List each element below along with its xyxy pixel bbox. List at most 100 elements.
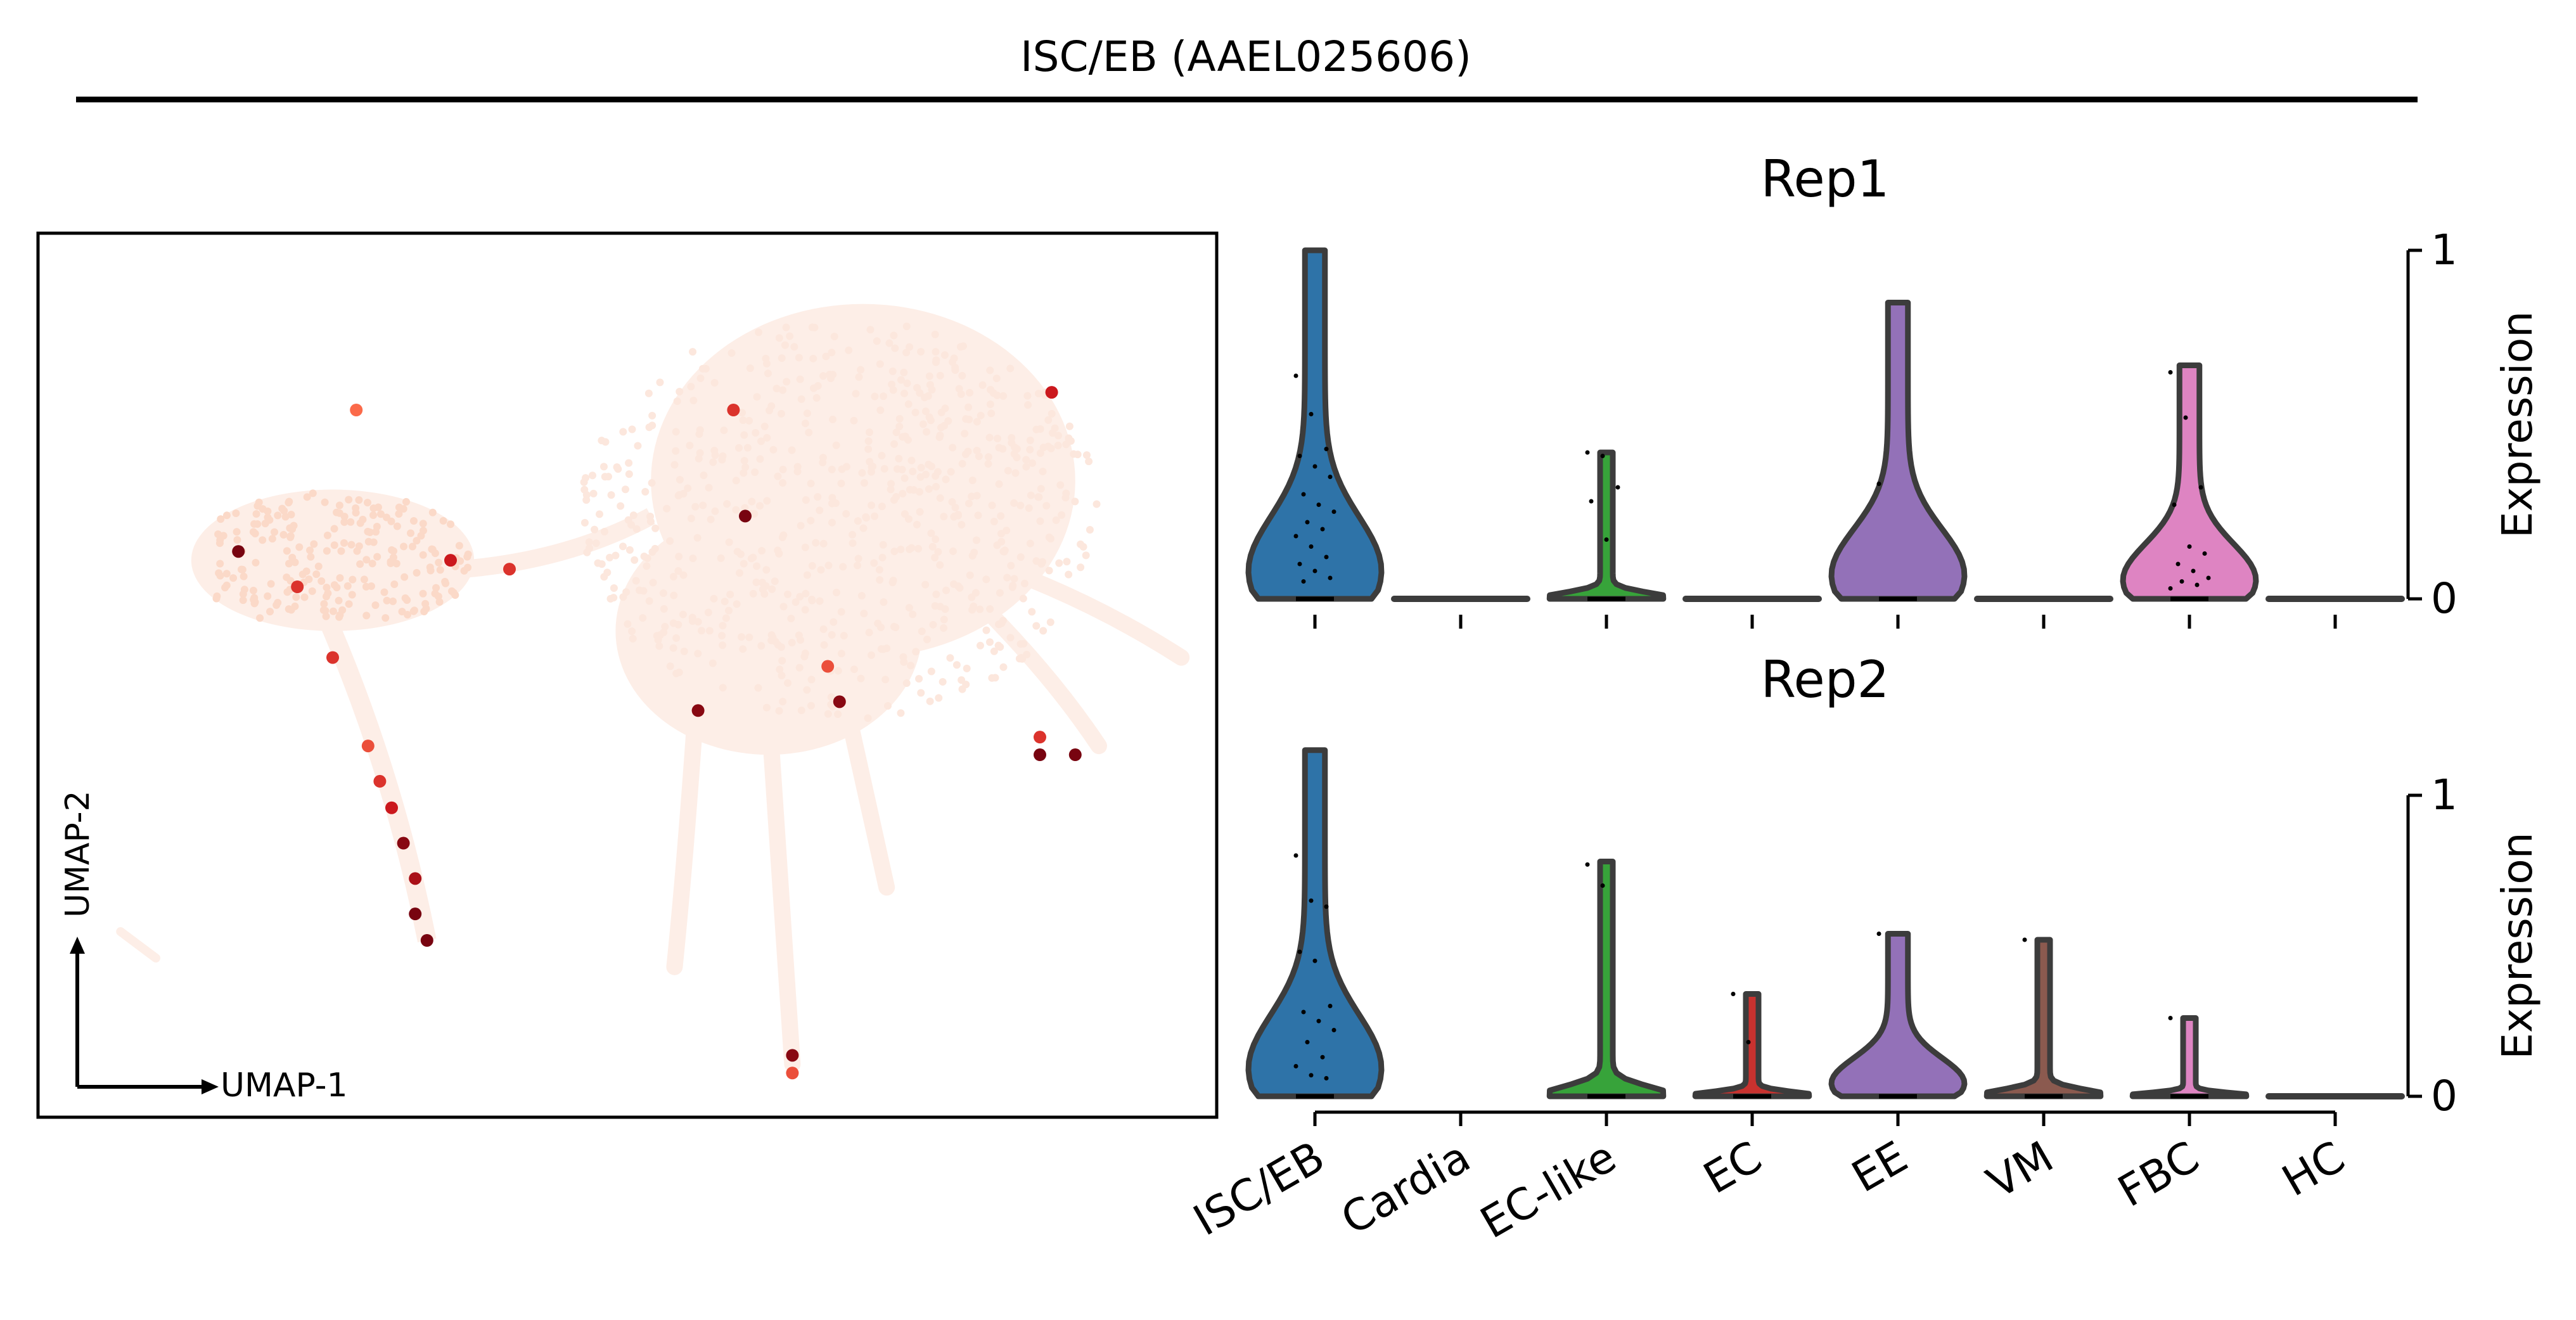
umap-cell	[1042, 502, 1051, 510]
umap-cell	[628, 425, 636, 433]
umap-cell	[809, 354, 817, 362]
umap-cell	[881, 676, 890, 684]
umap-point	[503, 563, 516, 576]
umap-cell	[827, 374, 835, 382]
umap-cell	[887, 480, 895, 488]
umap-cell	[937, 423, 945, 432]
umap-cell	[1010, 499, 1018, 507]
x-tick-label: HC	[2274, 1132, 2354, 1207]
umap-cell	[948, 498, 956, 506]
umap-cell	[1022, 463, 1030, 471]
umap-cell	[801, 420, 809, 428]
umap-cell	[784, 679, 792, 687]
umap-cell	[356, 560, 364, 568]
umap-cell	[717, 554, 725, 562]
umap-cell	[819, 539, 828, 548]
umap-cell	[899, 433, 907, 441]
umap-cell	[689, 348, 697, 356]
umap-cell	[347, 518, 355, 526]
umap-cell	[645, 597, 653, 605]
umap-cell	[1026, 539, 1034, 548]
umap-cell	[641, 488, 650, 496]
umap-cell	[808, 323, 816, 331]
violin-point	[1297, 949, 1302, 954]
y-tick-label: 0	[2431, 574, 2457, 623]
umap-cell	[694, 650, 702, 658]
violin-point	[1585, 450, 1590, 455]
umap-cell	[1093, 500, 1101, 508]
umap-cell	[837, 479, 845, 487]
umap-cell	[252, 558, 260, 567]
umap-cell	[805, 428, 813, 437]
umap-cell	[883, 702, 892, 710]
umap-cell	[927, 667, 935, 676]
umap-cell	[726, 591, 734, 599]
umap-cell	[406, 529, 414, 537]
y-tick-label: 1	[2431, 771, 2457, 819]
umap-point	[821, 660, 835, 673]
umap-cell	[598, 560, 606, 568]
umap-cell	[1055, 559, 1063, 567]
umap-cell	[999, 617, 1007, 625]
umap-cell	[970, 602, 978, 610]
umap-cell	[739, 416, 747, 425]
umap-cell	[736, 550, 745, 558]
violin-fbc	[2120, 362, 2259, 602]
umap-cell	[775, 707, 783, 715]
umap-point	[232, 545, 245, 558]
violin-panels: Rep1 0 1 Expression Rep2 0 1 Expression ISC/EB Ca…	[1186, 150, 2542, 1249]
umap-cell	[1039, 467, 1047, 475]
umap-cell	[946, 654, 954, 662]
violin-point	[2168, 1016, 2173, 1020]
violin-point	[1309, 898, 1314, 903]
umap-stalk-left	[312, 600, 437, 942]
umap-cell	[878, 452, 886, 460]
umap-cell	[961, 430, 969, 438]
umap-cell	[387, 559, 395, 567]
umap-branch	[760, 702, 801, 1073]
umap-cell	[832, 588, 840, 596]
umap-cell	[621, 485, 629, 494]
umap-cell	[336, 573, 344, 582]
umap-cell	[252, 510, 260, 518]
umap-cell	[890, 331, 898, 340]
umap-cell	[919, 420, 927, 428]
umap-cell	[984, 459, 992, 468]
umap-cell	[796, 375, 804, 383]
umap-cell	[768, 585, 776, 593]
umap-cell	[661, 622, 669, 631]
violin-point	[2172, 503, 2177, 507]
violin-point	[2176, 561, 2181, 567]
umap-cell	[890, 440, 899, 448]
umap-cell	[323, 531, 331, 539]
violin-point	[1301, 579, 1306, 584]
violin-body	[1692, 991, 1812, 1099]
umap-cell	[215, 539, 224, 548]
umap-cell	[600, 573, 608, 581]
umap-cell	[887, 485, 895, 494]
umap-cell	[834, 667, 842, 675]
umap-cell	[878, 553, 887, 561]
umap-cell	[219, 532, 227, 540]
umap-cell	[330, 541, 338, 549]
umap-cell	[966, 571, 974, 579]
umap-point	[397, 836, 410, 850]
umap-cell	[994, 435, 1002, 443]
umap-cell	[828, 518, 836, 527]
umap-cell	[940, 513, 948, 521]
umap-cell	[745, 416, 753, 425]
figure-title: ISC/EB (AAEL025606)	[1020, 32, 1471, 81]
umap-cell	[402, 497, 410, 506]
umap-cell	[696, 449, 704, 457]
violin-body	[1245, 247, 1385, 602]
umap-cell	[267, 580, 275, 588]
umap-cell	[345, 600, 353, 608]
umap-cell	[897, 545, 905, 553]
umap-point	[373, 774, 387, 788]
umap-cell	[1027, 491, 1035, 499]
umap-cell	[879, 541, 887, 549]
umap-cell	[317, 577, 326, 585]
umap-cell	[689, 554, 697, 563]
umap-cell	[645, 423, 653, 432]
umap-cell	[338, 606, 347, 614]
